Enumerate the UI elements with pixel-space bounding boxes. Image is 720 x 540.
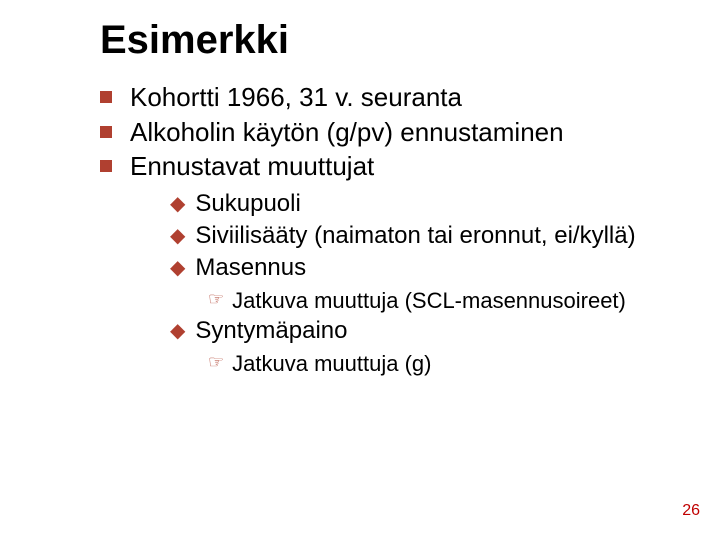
- diamond-bullet-icon: ◆: [170, 191, 185, 216]
- diamond-bullet-icon: ◆: [170, 255, 185, 280]
- slide-title: Esimerkki: [100, 18, 680, 63]
- slide: Esimerkki Kohortti 1966, 31 v. seuranta …: [0, 0, 720, 540]
- list-item-label: Ennustavat muuttujat: [130, 150, 374, 183]
- sub-sub-list: ☞ Jatkuva muuttuja (SCL-masennusoireet): [208, 287, 680, 315]
- list-item: Kohortti 1966, 31 v. seuranta: [100, 81, 680, 114]
- page-number: 26: [682, 502, 700, 520]
- square-bullet-icon: [100, 126, 112, 138]
- diamond-bullet-icon: ◆: [170, 318, 185, 343]
- list-item: Alkoholin käytön (g/pv) ennustaminen: [100, 116, 680, 149]
- diamond-bullet-icon: ◆: [170, 223, 185, 248]
- square-bullet-icon: [100, 160, 112, 172]
- square-bullet-icon: [100, 91, 112, 103]
- list-item-label: Alkoholin käytön (g/pv) ennustaminen: [130, 116, 564, 149]
- list-item-label: Siviilisääty (naimaton tai eronnut, ei/k…: [195, 221, 635, 251]
- list-item-label: Syntymäpaino: [195, 316, 347, 346]
- list-item: ☞ Jatkuva muuttuja (g): [208, 350, 680, 378]
- list-item-label: Jatkuva muuttuja (g): [232, 350, 431, 378]
- list-item-label: Kohortti 1966, 31 v. seuranta: [130, 81, 462, 114]
- bullet-list: Kohortti 1966, 31 v. seuranta Alkoholin …: [100, 81, 680, 378]
- list-item-label: Sukupuoli: [195, 189, 300, 219]
- sub-list: ◆ Sukupuoli ◆ Siviilisääty (naimaton tai…: [170, 189, 680, 378]
- list-item: ◆ Sukupuoli: [170, 189, 680, 219]
- list-item: ◆ Siviilisääty (naimaton tai eronnut, ei…: [170, 221, 680, 251]
- pointer-bullet-icon: ☞: [208, 352, 224, 373]
- list-item: Ennustavat muuttujat: [100, 150, 680, 183]
- pointer-bullet-icon: ☞: [208, 289, 224, 310]
- list-item: ☞ Jatkuva muuttuja (SCL-masennusoireet): [208, 287, 680, 315]
- list-item-label: Jatkuva muuttuja (SCL-masennusoireet): [232, 287, 626, 315]
- list-item: ◆ Syntymäpaino: [170, 316, 680, 346]
- list-item-label: Masennus: [195, 253, 306, 283]
- list-item: ◆ Masennus: [170, 253, 680, 283]
- sub-sub-list: ☞ Jatkuva muuttuja (g): [208, 350, 680, 378]
